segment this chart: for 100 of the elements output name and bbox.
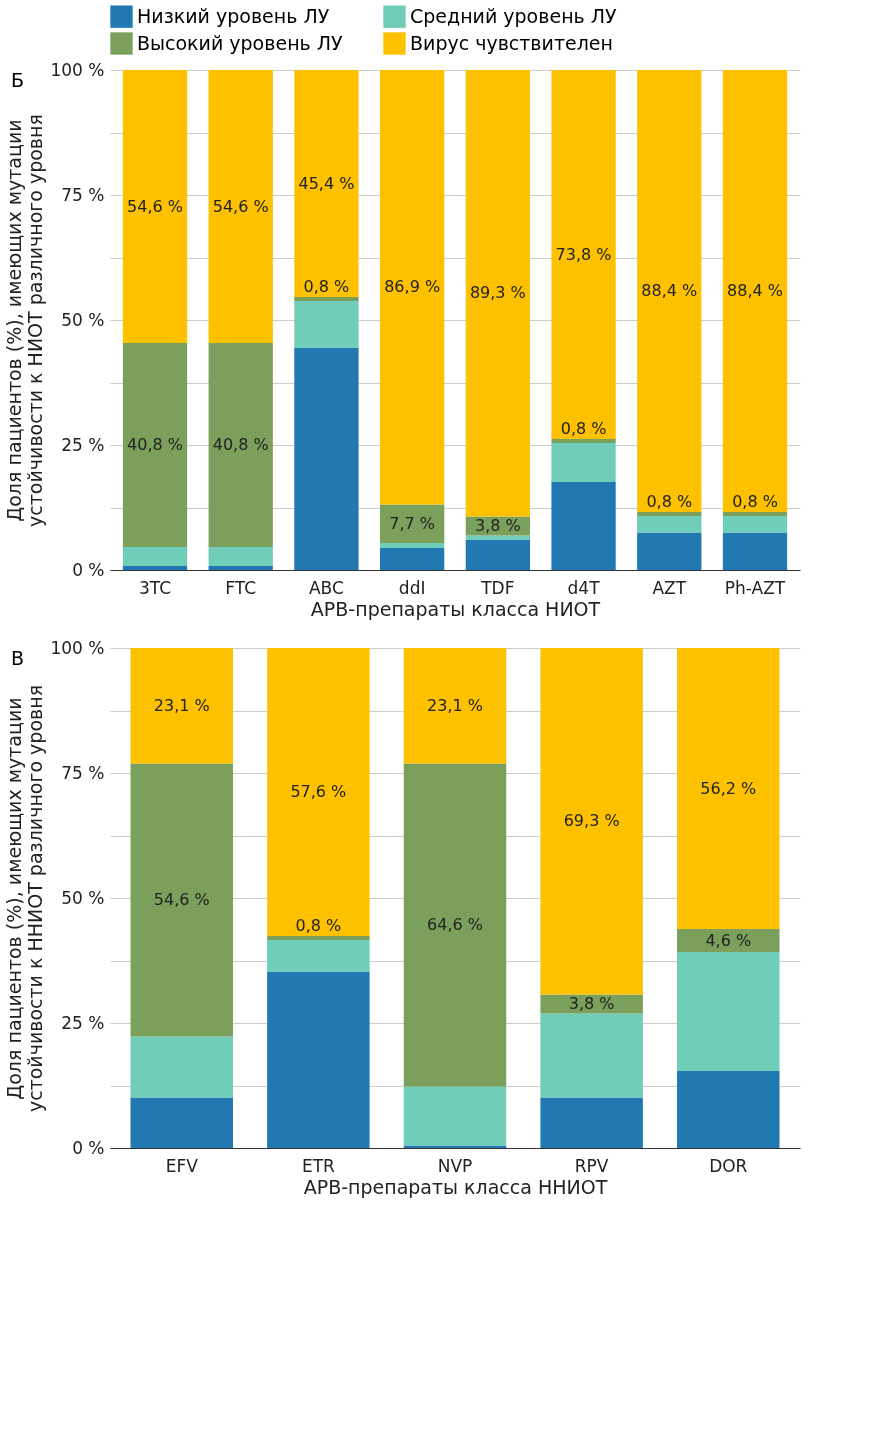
bar: [677, 929, 780, 952]
bar: [637, 512, 702, 516]
bar: [208, 343, 273, 547]
bar: [637, 70, 702, 512]
data-label: 57,6 %: [290, 782, 347, 801]
data-label: 23,1 %: [427, 695, 483, 715]
data-label: 0,8 %: [560, 419, 607, 438]
bar: [267, 940, 370, 972]
bar: [380, 504, 445, 543]
y-tick-label: 100 %: [50, 59, 105, 80]
x-tick-label: AZT: [652, 577, 687, 598]
bar: [130, 763, 233, 1037]
x-tick-label: EFV: [165, 1155, 199, 1176]
data-label: 23,1 %: [153, 695, 210, 715]
y-tick-label: 25 %: [61, 434, 105, 455]
data-label: 40,8 %: [127, 435, 183, 454]
x-tick-label: d4T: [567, 577, 601, 598]
bar: [294, 297, 359, 301]
bar: [637, 532, 702, 570]
data-label: 0,8 %: [295, 916, 342, 935]
y-tick-label: 50 %: [61, 887, 105, 908]
bar: [267, 971, 370, 1148]
bar: [677, 952, 780, 1071]
data-label: 0,8 %: [732, 492, 778, 511]
x-tick-label: Ph-AZT: [724, 577, 786, 598]
data-label: 69,3 %: [563, 811, 620, 831]
x-axis-title: АРВ-препараты класса НИОТ: [310, 597, 601, 620]
data-label: 45,4 %: [298, 173, 355, 193]
data-label: 64,6 %: [427, 915, 483, 934]
data-label: 7,7 %: [389, 513, 436, 533]
data-label: 88,4 %: [727, 281, 783, 300]
bar: [540, 648, 643, 995]
bar: [294, 70, 359, 297]
bar: [540, 1013, 643, 1098]
x-tick-label: FTC: [225, 577, 257, 598]
legend-label: Низкий уровень ЛУ: [137, 4, 330, 27]
bar: [294, 347, 359, 570]
x-tick-label: 3TC: [138, 577, 172, 598]
data-label: 3,8 %: [568, 994, 615, 1013]
bar: [403, 648, 507, 764]
bar: [122, 70, 188, 343]
bar: [122, 343, 188, 547]
data-label: 40,8 %: [212, 435, 269, 454]
x-tick-label: NVP: [437, 1155, 473, 1176]
bar: [403, 1086, 507, 1146]
bar: [122, 566, 188, 570]
data-label: 73,8 %: [555, 244, 612, 264]
y-tick-label: 100 %: [50, 637, 105, 658]
bar: [551, 70, 616, 439]
bar: [465, 539, 530, 570]
data-label: 89,3 %: [469, 283, 526, 303]
x-tick-label: ddI: [398, 577, 426, 598]
x-tick-label: ABC: [308, 577, 344, 598]
x-tick-label: RPV: [574, 1155, 609, 1176]
bar: [722, 532, 788, 570]
bar: [551, 482, 616, 570]
bar: [267, 648, 370, 936]
bar: [208, 566, 273, 570]
x-tick-label: TDF: [480, 577, 515, 598]
data-label: 54,6 %: [212, 196, 269, 216]
chart-title: Б: [11, 69, 25, 91]
y-tick-label: 75 %: [61, 184, 105, 205]
legend-label: Средний уровень ЛУ: [410, 4, 618, 27]
bar: [208, 70, 273, 343]
bar: [380, 548, 445, 570]
bar: [551, 443, 616, 482]
y-tick-label: 0 %: [72, 1137, 105, 1158]
x-axis-title: АРВ-препараты класса ННИОТ: [303, 1175, 608, 1198]
data-label: 4,6 %: [705, 930, 752, 950]
data-label: 56,2 %: [700, 778, 757, 798]
bar: [540, 1097, 643, 1148]
bar: [380, 543, 445, 548]
data-label: 86,9 %: [384, 277, 441, 297]
bar: [465, 535, 530, 540]
bar: [403, 763, 507, 1087]
legend-label: Вирус чувствителен: [410, 31, 613, 54]
y-tick-label: 75 %: [61, 762, 105, 783]
data-label: 3,8 %: [474, 516, 521, 535]
bar: [130, 1036, 233, 1098]
bar: [130, 648, 233, 764]
y-axis-title: Доля пациентов (%), имеющих мутации устойчивости к ННИОТ различного уровня: [3, 684, 47, 1113]
data-label: 0,8 %: [646, 492, 693, 511]
bar: [637, 516, 702, 533]
y-tick-label: 0 %: [72, 559, 105, 580]
bar: [722, 70, 788, 512]
bar: [551, 439, 616, 443]
bar: [677, 648, 780, 929]
y-tick-label: 50 %: [61, 309, 105, 330]
y-tick-label: 25 %: [61, 1012, 105, 1033]
legend-label: Высокий уровень ЛУ: [137, 31, 344, 54]
chart-title: В: [11, 647, 25, 669]
x-tick-label: DOR: [709, 1155, 748, 1176]
bar: [380, 70, 445, 505]
bar: [677, 1071, 780, 1148]
bar: [294, 301, 359, 348]
y-axis-title: Доля пациентов (%), имеющих мутации устойчивости к НИОТ различного уровня: [3, 114, 47, 527]
bar: [465, 70, 530, 517]
x-tick-label: ETR: [301, 1155, 336, 1176]
bar: [122, 547, 188, 566]
bar: [130, 1097, 233, 1148]
